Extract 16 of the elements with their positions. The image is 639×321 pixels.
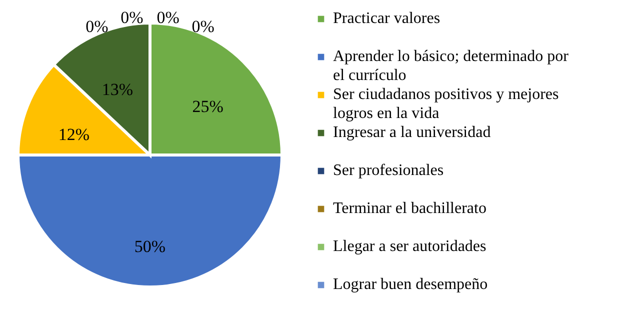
legend-label: Aprender lo básico; determinado por el currículo xyxy=(333,48,570,84)
text: 0% xyxy=(86,16,108,36)
text: 0% xyxy=(120,8,144,28)
legend-label: Ser ciudadanos positivos y mejores logros en la vida xyxy=(333,86,559,122)
legend-label: Ser profesionales xyxy=(333,162,444,179)
data-label: 13% xyxy=(102,80,134,99)
legend-label: Ingresar a la universidad xyxy=(333,124,491,141)
text: 0% xyxy=(156,8,180,28)
legend-label: Terminar el bachillerato xyxy=(333,200,486,217)
data-label: 25% xyxy=(192,97,224,116)
text: 0% xyxy=(192,16,214,36)
data-label: 12% xyxy=(58,124,90,144)
legend-label: Llegar a ser autoridades xyxy=(333,238,486,255)
legend-label: Practicar valores xyxy=(333,10,440,27)
legend-label: Lograr buen desempeño xyxy=(333,276,488,293)
data-label: 50% xyxy=(134,236,166,256)
